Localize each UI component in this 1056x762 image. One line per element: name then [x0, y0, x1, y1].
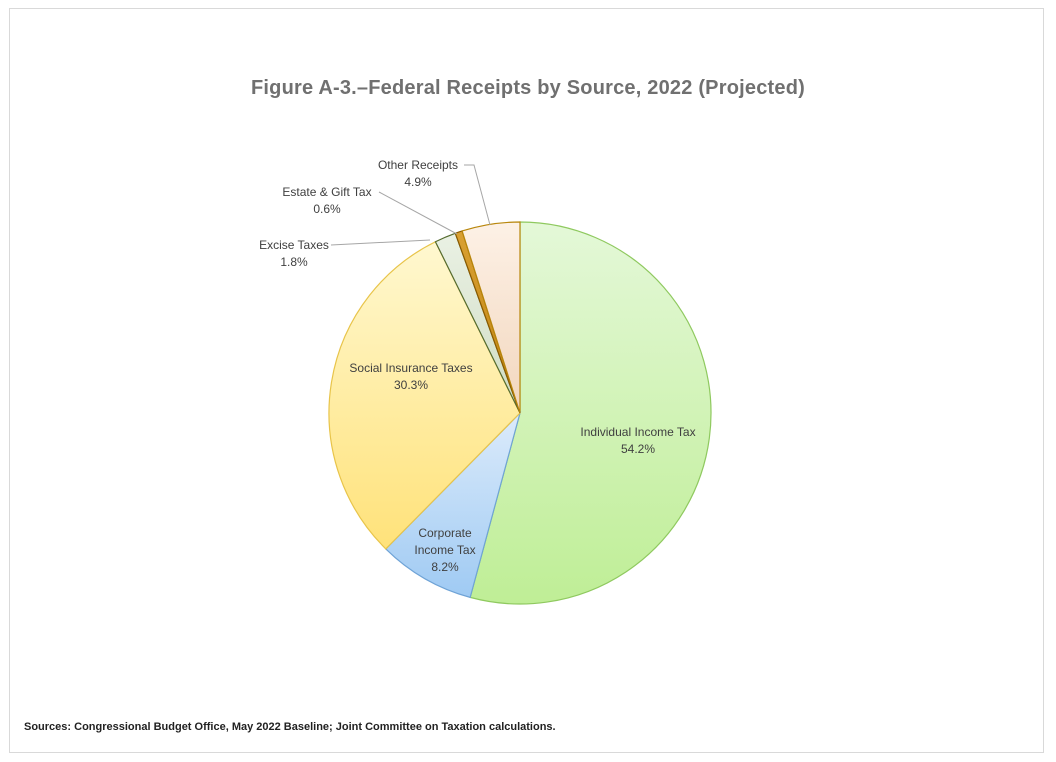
data-label-estate-gift-tax: Estate & Gift Tax 0.6% — [282, 185, 371, 216]
leader-line-other-receipts — [464, 164, 491, 226]
slice-other-receipts — [461, 221, 521, 414]
leader-line-estate-gift-tax — [378, 191, 458, 235]
data-label-corporate-income-tax: Corporate Income Tax 8.2% — [414, 526, 475, 574]
slice-corporate-income-tax — [384, 410, 522, 599]
source-note: Sources: Congressional Budget Office, Ma… — [24, 721, 556, 733]
data-label-other-receipts: Other Receipts 4.9% — [378, 158, 458, 189]
data-label-individual-income-tax: Individual Income Tax 54.2% — [580, 425, 695, 456]
slice-individual-income-tax — [469, 221, 712, 605]
data-label-excise-taxes: Excise Taxes 1.8% — [259, 238, 329, 269]
chart-title: Figure A-3.–Federal Receipts by Source, … — [251, 77, 805, 99]
slice-social-insurance-taxes — [328, 240, 521, 550]
leader-line-excise-taxes — [330, 239, 431, 246]
data-label-social-insurance-taxes: Social Insurance Taxes 30.3% — [349, 361, 472, 392]
